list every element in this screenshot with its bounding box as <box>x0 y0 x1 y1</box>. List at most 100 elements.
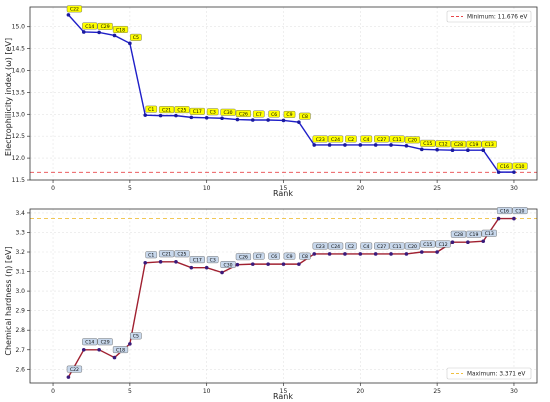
y-tick-label: 12.5 <box>12 133 26 140</box>
point-label-box <box>66 5 83 13</box>
point-label-box <box>283 252 296 260</box>
y-tick-label: 12.0 <box>12 155 26 162</box>
data-point <box>312 143 317 147</box>
data-point <box>312 252 317 256</box>
data-point <box>297 262 301 266</box>
y-tick-label: 15.0 <box>12 24 26 31</box>
point-label-box <box>252 110 265 118</box>
data-point <box>512 216 516 221</box>
point-label: C30 <box>224 110 233 116</box>
y-axis-label: Chemical hardness (η) [eV] <box>4 246 13 355</box>
point-label: C10 <box>515 208 524 214</box>
point-label: C22 <box>70 367 79 373</box>
y-tick-label: 3.0 <box>15 288 25 295</box>
data-point <box>435 250 439 254</box>
x-tick-label: 0 <box>51 388 55 395</box>
data-point <box>343 252 347 256</box>
data-point <box>327 252 332 256</box>
point-label-box <box>130 332 142 340</box>
point-label-box <box>389 135 405 143</box>
point-label: C7 <box>256 254 262 260</box>
data-point <box>404 144 409 148</box>
data-point <box>373 252 378 256</box>
point-label-box <box>450 140 467 148</box>
data-point <box>435 147 439 152</box>
y-tick-label: 2.9 <box>15 308 25 315</box>
point-label: C17 <box>193 257 202 263</box>
point-label-box <box>66 365 83 373</box>
x-tick-label: 5 <box>128 185 132 192</box>
point-label: C15 <box>423 242 432 248</box>
point-label-box <box>327 242 344 250</box>
x-tick-label: 10 <box>203 388 211 395</box>
legend-box <box>446 10 532 23</box>
series-line <box>67 14 514 173</box>
data-point <box>250 118 255 122</box>
data-point <box>158 259 163 264</box>
x-tick-label: 15 <box>280 185 288 192</box>
point-label: C5 <box>133 334 139 340</box>
data-point <box>281 262 286 266</box>
data-point <box>189 115 194 120</box>
point-label-box <box>466 140 482 148</box>
point-label-box <box>512 162 528 170</box>
data-point <box>297 120 301 124</box>
point-label-box <box>481 140 497 148</box>
data-point <box>327 143 332 147</box>
y-axis-label: Electrophilicity index (ω) [eV] <box>4 38 13 156</box>
point-label: C8 <box>302 114 308 120</box>
point-label-box <box>174 106 190 114</box>
point-label-box <box>327 135 344 143</box>
data-point <box>496 216 501 221</box>
point-label: C1 <box>148 107 154 113</box>
data-point <box>358 143 363 147</box>
point-label: C17 <box>193 109 202 115</box>
y-tick-label: 13.0 <box>12 111 26 118</box>
data-point <box>112 355 117 360</box>
point-label: C15 <box>423 141 432 147</box>
point-label-box <box>220 261 236 268</box>
data-point <box>204 265 209 270</box>
point-label-box <box>374 135 390 143</box>
point-label-box <box>360 135 373 143</box>
legend-label: Maximum: 3.371 eV <box>467 372 525 378</box>
point-label-box <box>130 33 142 41</box>
point-label-box <box>450 230 467 238</box>
data-point <box>235 262 240 267</box>
point-label: C28 <box>454 142 463 148</box>
data-point <box>266 262 270 266</box>
point-label: C4 <box>363 137 369 143</box>
x-tick-label: 25 <box>433 185 441 192</box>
electrophilicity-panel: 0 5 10 15 20 25 30 11.5 12.0 12.5 13.0 13.5 14.0 14.5… <box>4 5 538 198</box>
data-point <box>266 118 270 122</box>
x-tick-label: 20 <box>356 388 364 395</box>
data-point <box>220 270 224 275</box>
data-point <box>419 147 424 152</box>
hardness-panel: 0 5 10 15 20 25 30 2.6 2.7 2.8 2.9 3.0 3.1 3.2 3.3 3.4 C… <box>4 207 538 401</box>
point-label: C6 <box>271 254 277 260</box>
point-label: C5 <box>133 35 139 41</box>
point-label-box <box>466 230 482 238</box>
point-label: C25 <box>177 107 186 113</box>
y-tick-label: 2.6 <box>15 366 25 373</box>
y-tick-label: 13.5 <box>12 89 26 96</box>
data-point <box>450 148 455 153</box>
data-point <box>81 347 86 352</box>
point-label-box <box>235 253 252 261</box>
point-label: C13 <box>485 231 494 237</box>
point-label-box <box>374 242 390 250</box>
point-label: C21 <box>162 252 171 258</box>
point-label: C18 <box>116 27 125 33</box>
point-label: C28 <box>454 232 463 238</box>
data-point <box>128 342 132 346</box>
point-label: C18 <box>116 347 125 353</box>
point-label: C24 <box>331 137 340 143</box>
point-label-box <box>252 252 265 260</box>
x-tick-label: 5 <box>128 388 132 395</box>
point-label: C13 <box>485 142 494 148</box>
point-label: C12 <box>439 242 448 248</box>
x-tick-label: 15 <box>280 388 288 395</box>
point-label-box <box>512 207 528 215</box>
data-point <box>404 252 409 256</box>
point-label-box <box>404 242 421 250</box>
